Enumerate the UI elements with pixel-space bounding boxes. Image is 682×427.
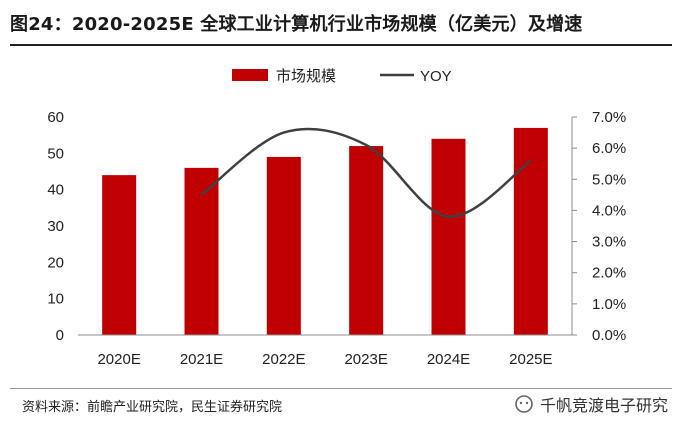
wechat-icon: [515, 395, 533, 413]
bar-2023E: [349, 146, 384, 335]
bar-series: [102, 127, 548, 336]
x-tick-label: 2022E: [262, 351, 305, 368]
title-divider: [10, 44, 672, 46]
right-tick-label: 4.0%: [592, 202, 626, 219]
right-tick-label: 2.0%: [592, 265, 626, 282]
legend: 市场规模 YOY: [232, 67, 452, 85]
legend-bar-swatch: [232, 69, 268, 81]
right-tick-label: 5.0%: [592, 171, 626, 188]
footer-divider: [10, 388, 672, 389]
chart-title: 图24：2020-2025E 全球工业计算机行业市场规模（亿美元）及增速: [10, 14, 583, 35]
x-tick-label: 2023E: [344, 351, 387, 368]
left-axis-ticks: 0 10 20 30 40 50 60: [47, 109, 64, 344]
right-tick-label: 7.0%: [592, 109, 626, 126]
right-tick-label: 1.0%: [592, 296, 626, 313]
x-axis-labels: 2020E 2021E 2022E 2023E 2024E 2025E: [97, 351, 552, 368]
right-tick-label: 0.0%: [592, 327, 626, 344]
x-tick-label: 2021E: [180, 351, 223, 368]
right-tick-label: 6.0%: [592, 140, 626, 157]
bar-2025E: [513, 127, 548, 336]
left-tick-label: 60: [47, 109, 64, 126]
left-tick-label: 10: [47, 291, 64, 308]
x-tick-label: 2025E: [509, 351, 552, 368]
right-tick-label: 3.0%: [592, 234, 626, 251]
legend-bar-label: 市场规模: [276, 67, 336, 85]
x-tick-label: 2020E: [97, 351, 140, 368]
x-tick-label: 2024E: [427, 351, 470, 368]
left-tick-label: 50: [47, 145, 64, 162]
bar-2021E: [184, 167, 219, 335]
bar-2024E: [431, 138, 466, 335]
axes: [78, 117, 573, 336]
left-tick-label: 40: [47, 182, 64, 199]
bar-2020E: [102, 175, 137, 335]
source-note: 资料来源：前瞻产业研究院，民生证券研究院: [22, 400, 283, 415]
legend-line-label: YOY: [420, 68, 452, 85]
line-series: [200, 127, 532, 218]
yoy-line: [200, 127, 532, 218]
combo-chart: 市场规模 YOY 0 10 20 30 40 50 60 0.0% 1.0% 2.0% 3.0% 4.…: [47, 67, 626, 368]
left-tick-label: 30: [47, 218, 64, 235]
right-axis-ticks: 0.0% 1.0% 2.0% 3.0% 4.0% 5.0% 6.0% 7.0%: [572, 109, 626, 344]
bar-2022E: [266, 156, 301, 335]
left-tick-label: 0: [56, 327, 64, 344]
watermark-text: 千帆竞渡电子研究: [539, 396, 668, 415]
left-tick-label: 20: [47, 254, 64, 271]
watermark: 千帆竞渡电子研究: [514, 392, 668, 416]
